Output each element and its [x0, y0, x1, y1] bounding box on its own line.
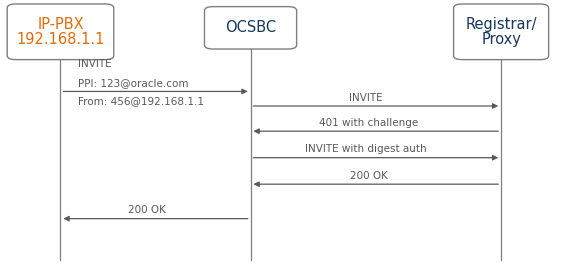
Text: 401 with challenge: 401 with challenge — [319, 118, 418, 128]
FancyBboxPatch shape — [7, 4, 114, 60]
FancyBboxPatch shape — [204, 7, 297, 49]
Text: 200 OK: 200 OK — [350, 171, 388, 181]
Text: PPI: 123@oracle.com: PPI: 123@oracle.com — [78, 78, 188, 88]
Text: OCSBC: OCSBC — [225, 20, 276, 35]
Text: 192.168.1.1: 192.168.1.1 — [16, 32, 105, 47]
Text: INVITE with digest auth: INVITE with digest auth — [305, 144, 427, 154]
Text: 200 OK: 200 OK — [128, 205, 166, 215]
Text: IP-PBX: IP-PBX — [37, 17, 84, 32]
Text: Proxy: Proxy — [481, 32, 521, 47]
Text: INVITE: INVITE — [349, 93, 382, 103]
Text: Registrar/: Registrar/ — [465, 17, 537, 32]
Text: INVITE: INVITE — [78, 59, 111, 69]
Text: From: 456@192.168.1.1: From: 456@192.168.1.1 — [78, 96, 204, 106]
FancyBboxPatch shape — [453, 4, 548, 60]
